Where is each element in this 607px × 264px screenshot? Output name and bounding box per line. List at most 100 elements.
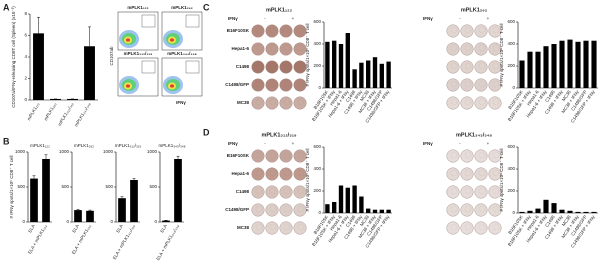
- y-tick-label: 0: [512, 210, 515, 215]
- ifn-header: IFNγ: [228, 141, 238, 146]
- well-spots: [450, 26, 458, 34]
- bar: [345, 33, 350, 88]
- y-tick-label: 500: [17, 184, 25, 189]
- bar: [575, 41, 581, 88]
- bar: [338, 44, 344, 88]
- bar: [352, 69, 357, 88]
- bar: [386, 209, 391, 213]
- gate: [185, 60, 200, 74]
- flow-title: mPLK1₁₂₂: [127, 5, 148, 10]
- bar: [67, 98, 78, 100]
- bar: [118, 198, 126, 222]
- bar: [74, 210, 82, 222]
- minus-sign: -: [264, 16, 266, 21]
- well-spots: [492, 169, 500, 177]
- bar: [386, 61, 391, 88]
- well-spots: [283, 169, 291, 177]
- y-tick-label: 200: [313, 188, 321, 193]
- bar: [325, 204, 330, 213]
- y-tick-label: 0: [22, 219, 25, 224]
- well-spots: [464, 98, 472, 106]
- well-spots: [464, 169, 472, 177]
- well-spots: [297, 80, 305, 88]
- cell-line-label: C1498: [236, 189, 250, 194]
- well-spots: [464, 187, 472, 195]
- well-spots: [283, 98, 291, 106]
- bar: [559, 209, 565, 213]
- bar: [379, 63, 384, 88]
- density-contour: [170, 38, 174, 42]
- bar: [162, 220, 170, 222]
- y-tick-label: 1000: [147, 149, 158, 154]
- cell-line-label: C1498/GFP: [225, 82, 249, 87]
- bar: [174, 159, 182, 222]
- y-tick-label: 400: [313, 166, 321, 171]
- bar: [591, 211, 597, 213]
- well-spots: [478, 62, 486, 70]
- bar: [372, 57, 378, 88]
- well-spots: [269, 98, 277, 106]
- x-tick-label: MC38: [561, 89, 572, 102]
- ifn-header: IFNγ: [228, 16, 238, 21]
- bar: [567, 39, 573, 88]
- y-tick-label: 200: [507, 188, 515, 193]
- well-spots: [478, 205, 486, 213]
- y-tick-label: 200: [313, 63, 321, 68]
- y-tick-label: 4: [24, 54, 27, 59]
- y-tick-label: 500: [61, 184, 69, 189]
- bar: [527, 51, 533, 88]
- x-tick-label: mPLK1₃₄₃/₃₄₈: [74, 101, 92, 127]
- bar: [86, 210, 94, 222]
- well-spots: [297, 62, 305, 70]
- well-spots: [492, 80, 500, 88]
- bar: [366, 208, 371, 213]
- bar: [42, 159, 50, 222]
- x-tick-label: C1498: [544, 89, 556, 103]
- well-spots: [255, 169, 263, 177]
- well-spots: [283, 151, 291, 159]
- cell-line-label: B16F10SK: [227, 153, 250, 158]
- density-contour: [126, 84, 130, 88]
- y-tick-label: 600: [507, 144, 515, 149]
- well-spots: [283, 26, 291, 34]
- well-spots: [255, 62, 263, 70]
- y-tick-label: 500: [105, 184, 113, 189]
- well-spots: [450, 80, 458, 88]
- well-spots: [269, 223, 277, 231]
- well-spots: [464, 62, 472, 70]
- bar: [535, 51, 541, 88]
- plus-sign: +: [292, 16, 295, 21]
- well-spots: [478, 223, 486, 231]
- elispot-title: mPLK1₁₂₂: [266, 7, 293, 13]
- bar: [527, 210, 533, 213]
- bar: [583, 211, 589, 213]
- well-spots: [297, 169, 305, 177]
- y-tick-label: 6: [24, 33, 27, 38]
- cell-line-label: MC38: [237, 225, 250, 230]
- y-tick-label: 400: [313, 41, 321, 46]
- well-spots: [297, 151, 305, 159]
- elispot-title: mPLK1₂₆₂: [461, 7, 488, 13]
- minus-sign: -: [264, 141, 266, 146]
- plus-sign: +: [292, 141, 295, 146]
- well-spots: [297, 187, 305, 195]
- cell-line-label: C1498: [236, 64, 250, 69]
- well-spots: [492, 98, 500, 106]
- y-axis-label: # IFNγ spots/1×10⁵ CD8⁺ T cell: [9, 156, 14, 219]
- well-spots: [464, 80, 472, 88]
- y-tick-label: 400: [507, 166, 515, 171]
- well-spots: [255, 44, 263, 52]
- well-spots: [255, 98, 263, 106]
- well-spots: [297, 205, 305, 213]
- well-spots: [478, 169, 486, 177]
- well-spots: [492, 26, 500, 34]
- bar: [130, 180, 138, 222]
- well-spots: [450, 223, 458, 231]
- bar: [591, 40, 597, 88]
- y-tick-label: 0: [24, 97, 27, 102]
- well-spots: [450, 98, 458, 106]
- y-tick-label: 0: [318, 210, 321, 215]
- well-spots: [255, 187, 263, 195]
- x-tick-label: ELA: [71, 224, 80, 234]
